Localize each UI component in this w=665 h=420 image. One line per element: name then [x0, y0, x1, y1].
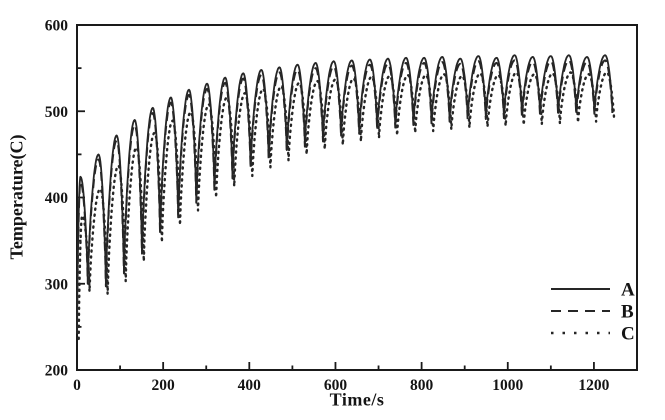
- y-axis-title: Temperature(C): [6, 134, 27, 260]
- x-tick-label: 200: [152, 377, 176, 394]
- x-tick-label: 1200: [578, 377, 609, 394]
- x-tick-label: 800: [410, 377, 434, 394]
- y-tick-label: 400: [45, 190, 69, 207]
- y-tick-label: 500: [45, 104, 69, 121]
- series-A-line: [76, 54, 614, 332]
- y-tick-label: 200: [45, 363, 69, 380]
- x-tick-label: 600: [324, 377, 348, 394]
- y-tick-label: 600: [45, 18, 69, 35]
- y-tick-label: 300: [45, 276, 69, 293]
- legend-label-B: B: [621, 302, 634, 323]
- legend-label-A: A: [621, 280, 635, 301]
- x-tick-label: 0: [73, 377, 81, 394]
- legend-label-C: C: [621, 324, 635, 345]
- series-B-line: [76, 59, 614, 334]
- x-tick-label: 1000: [492, 377, 523, 394]
- x-tick-label: 400: [238, 377, 262, 394]
- x-axis-title: Time/s: [329, 389, 385, 410]
